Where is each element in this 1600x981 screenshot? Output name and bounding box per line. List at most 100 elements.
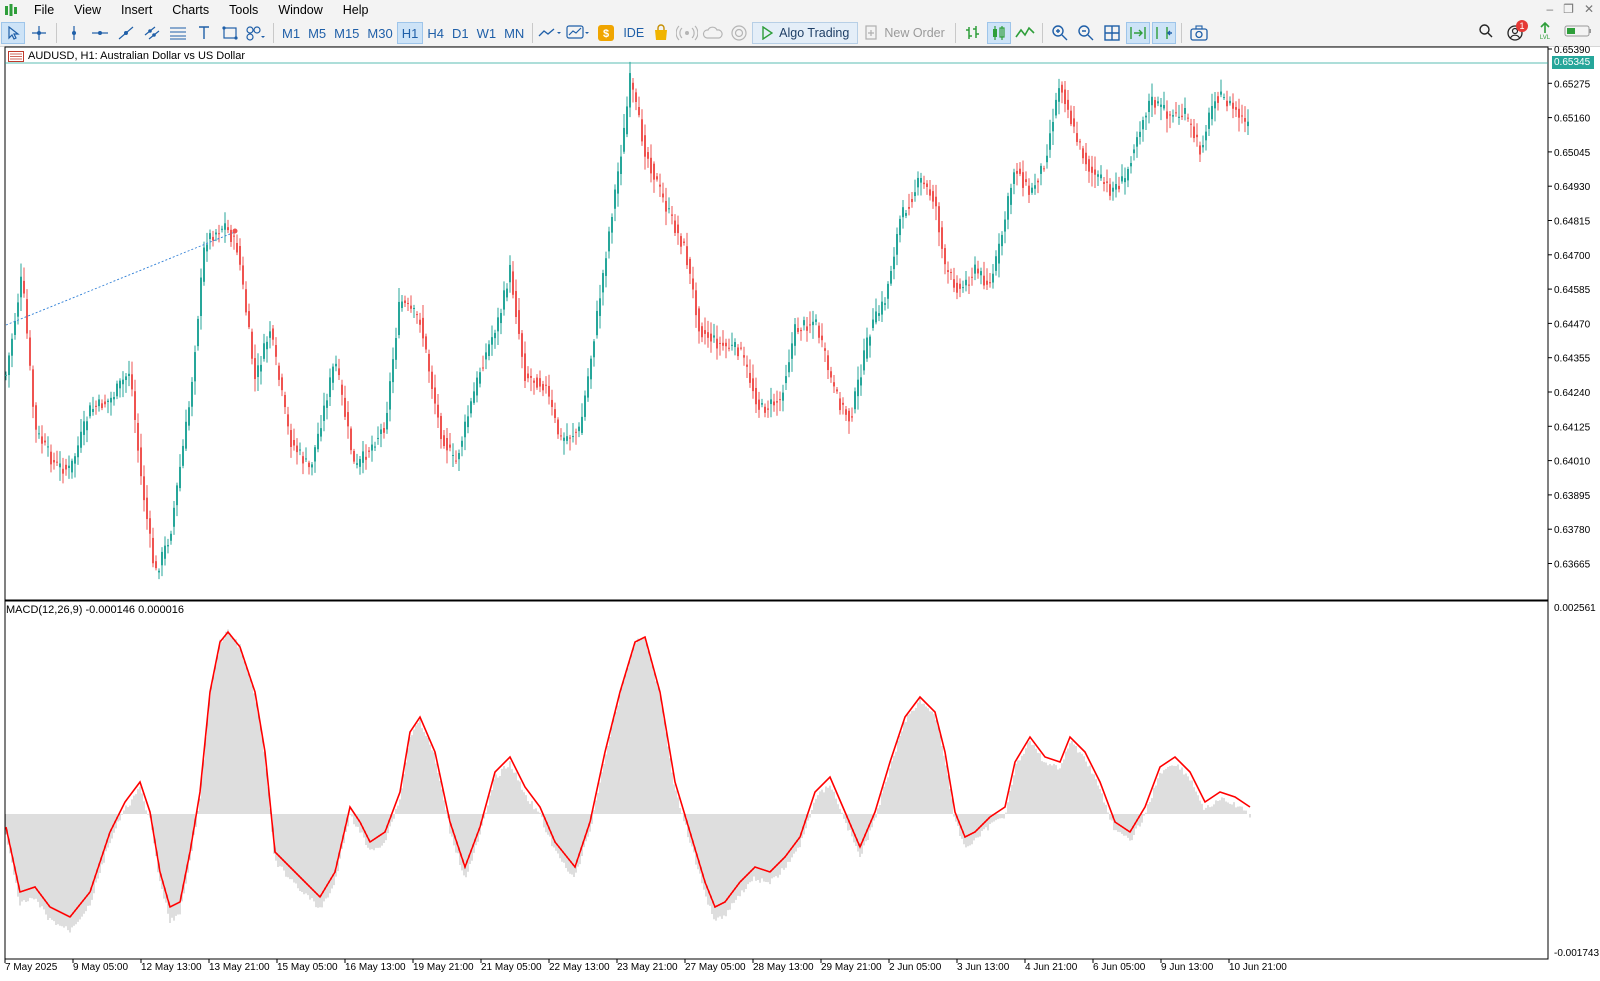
menu-tools[interactable]: Tools xyxy=(229,3,259,17)
candle-body xyxy=(110,397,112,403)
chart-window[interactable]: 0.65390 0.65275 0.65160 0.65045 0.64930 0.648… xyxy=(0,45,1600,978)
timeframe-m30[interactable]: M30 xyxy=(367,25,393,41)
trendline-icon[interactable] xyxy=(114,22,138,44)
svg-text:LVL: LVL xyxy=(1540,35,1551,40)
indicators-icon[interactable] xyxy=(538,22,564,44)
close-icon[interactable]: ✕ xyxy=(1583,2,1594,16)
macd-axis-top-label: 0.002561 xyxy=(1554,603,1596,614)
candle-body xyxy=(398,301,400,336)
restore-icon[interactable]: ❐ xyxy=(1563,2,1574,16)
horizontal-line-icon[interactable] xyxy=(88,22,112,44)
candle-body xyxy=(1175,112,1177,114)
candle-body xyxy=(362,451,364,463)
candle-body xyxy=(911,199,913,203)
timeframe-h4[interactable]: H4 xyxy=(427,25,444,41)
price-axis-label: 0.65045 xyxy=(1554,148,1591,159)
search-icon[interactable] xyxy=(1478,23,1494,42)
menu-help[interactable]: Help xyxy=(342,3,369,17)
fibonacci-icon[interactable] xyxy=(166,22,190,44)
candle-body xyxy=(782,392,784,401)
candle-body xyxy=(692,278,694,290)
candle-body xyxy=(1205,131,1207,141)
candle-body xyxy=(560,435,562,437)
timeframe-m15[interactable]: M15 xyxy=(334,25,360,41)
cursor-icon[interactable] xyxy=(1,22,25,44)
rectangle-icon[interactable] xyxy=(218,22,242,44)
price-axis-label: 0.65390 xyxy=(1554,46,1591,56)
timeframe-mn[interactable]: MN xyxy=(504,25,525,41)
candle-body xyxy=(740,347,742,349)
tile-windows-icon[interactable] xyxy=(1100,22,1124,44)
candle-body xyxy=(734,342,736,348)
candle-body xyxy=(242,265,244,285)
candle-body xyxy=(656,176,658,180)
candle-body xyxy=(674,220,676,233)
time-axis-label: 6 Jun 05:00 xyxy=(1093,962,1146,973)
candle-body xyxy=(779,399,781,401)
menu-insert[interactable]: Insert xyxy=(121,3,153,17)
candle-body xyxy=(788,362,790,373)
candle-body xyxy=(776,401,778,403)
timeframe-d1[interactable]: D1 xyxy=(451,25,469,41)
candle-body xyxy=(302,456,304,464)
price-pane-border xyxy=(4,46,1549,601)
candle-body xyxy=(200,277,202,317)
candle-body xyxy=(332,366,334,383)
zoom-out-icon[interactable] xyxy=(1074,22,1098,44)
bar-chart-icon[interactable] xyxy=(961,22,985,44)
candlestick-chart-icon[interactable] xyxy=(986,22,1011,44)
vps-icon[interactable] xyxy=(727,22,751,44)
time-axis-label: 21 May 05:00 xyxy=(481,962,542,973)
signals-icon[interactable]: $ xyxy=(594,22,618,44)
vertical-line-icon[interactable] xyxy=(62,22,86,44)
shapes-icon[interactable] xyxy=(244,22,268,44)
account-icon[interactable]: 1 xyxy=(1506,19,1528,42)
crosshair-icon[interactable] xyxy=(27,22,51,44)
autoscroll-icon[interactable] xyxy=(1125,22,1150,44)
candle-body xyxy=(1097,174,1099,177)
cloud-icon[interactable] xyxy=(701,22,725,44)
candle-body xyxy=(380,429,382,434)
candle-body xyxy=(23,280,25,294)
timeframe-m5[interactable]: M5 xyxy=(308,25,327,41)
candle-body xyxy=(452,455,454,457)
candle-body xyxy=(632,82,634,90)
minimize-icon[interactable]: – xyxy=(1546,2,1554,16)
line-chart-icon[interactable] xyxy=(1013,22,1037,44)
candle-body xyxy=(914,192,916,197)
timeframe-m1[interactable]: M1 xyxy=(282,25,301,41)
algo-trading-button[interactable]: Algo Trading xyxy=(752,22,859,44)
level-icon[interactable]: LVL xyxy=(1538,21,1552,43)
templates-icon[interactable] xyxy=(566,22,592,44)
toolbar-separator xyxy=(532,23,534,43)
new-order-button[interactable]: New Order xyxy=(858,22,950,44)
timeframe-h1[interactable]: H1 xyxy=(396,22,424,44)
ide-button[interactable]: IDE xyxy=(623,26,645,40)
candle-body xyxy=(1178,116,1180,118)
menu-charts[interactable]: Charts xyxy=(172,3,210,17)
candle-body xyxy=(263,343,265,359)
timeframe-w1[interactable]: W1 xyxy=(476,25,497,41)
candle-body xyxy=(554,409,556,418)
price-chart[interactable]: 0.65390 0.65275 0.65160 0.65045 0.64930 0.648… xyxy=(0,45,1600,978)
chart-shift-icon[interactable] xyxy=(1151,22,1176,44)
zoom-in-icon[interactable] xyxy=(1048,22,1072,44)
candle-body xyxy=(794,324,796,346)
candle-body xyxy=(1103,182,1105,184)
menu-file[interactable]: File xyxy=(34,3,55,17)
signal-broadcast-icon[interactable] xyxy=(675,22,699,44)
menu-view[interactable]: View xyxy=(74,3,102,17)
market-icon[interactable] xyxy=(649,22,673,44)
candle-body xyxy=(563,437,565,441)
menu-window[interactable]: Window xyxy=(278,3,323,17)
candle-body xyxy=(14,320,16,335)
channel-icon[interactable] xyxy=(140,22,164,44)
candle-body xyxy=(341,384,343,395)
text-icon[interactable] xyxy=(192,22,216,44)
candle-body xyxy=(1067,99,1069,110)
candle-body xyxy=(344,397,346,417)
candle-body xyxy=(1226,100,1228,107)
candle-body xyxy=(272,328,274,340)
screenshot-icon[interactable] xyxy=(1187,22,1211,44)
candle-body xyxy=(308,462,310,468)
